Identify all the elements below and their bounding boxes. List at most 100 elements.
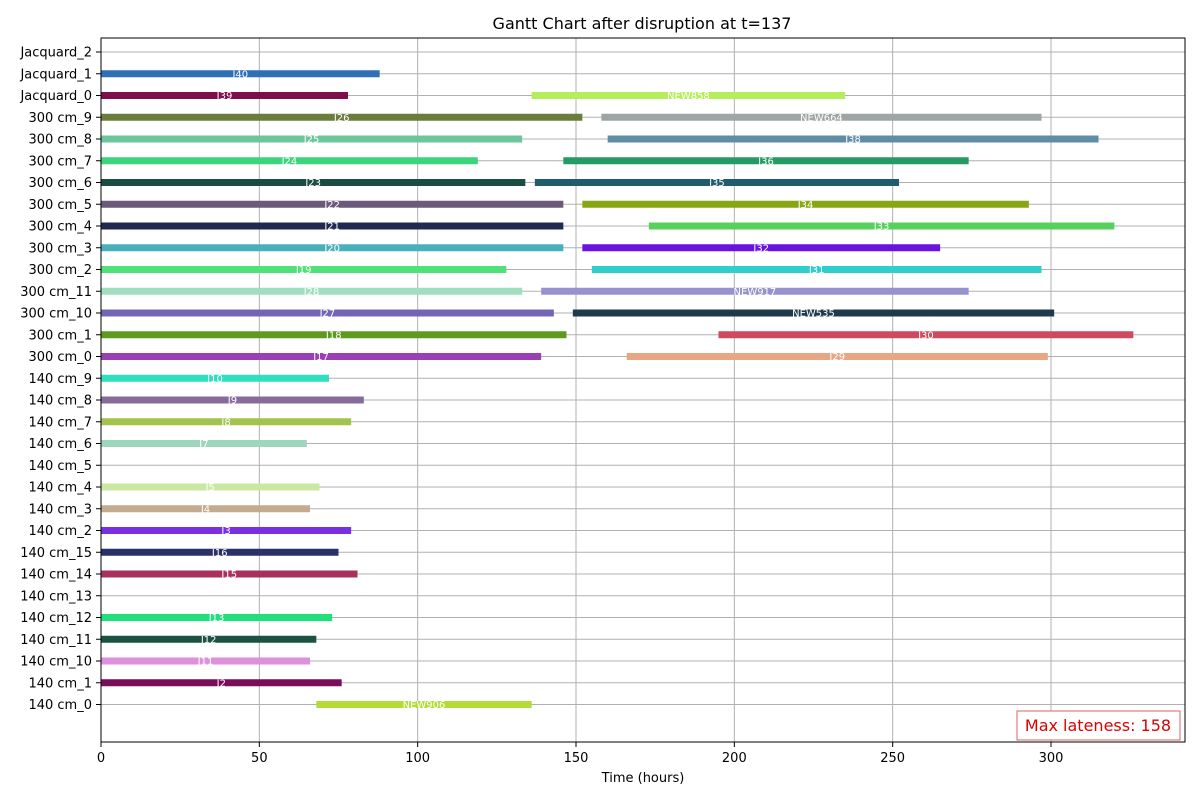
task-label: J27: [319, 309, 336, 320]
task-bar: [591, 266, 1042, 273]
task-bar: [626, 353, 1048, 360]
y-tick-label: 300 cm_5: [28, 198, 92, 213]
x-tick-label: 250: [880, 751, 905, 766]
y-tick-label: 140 cm_4: [28, 481, 92, 496]
task-bar: [718, 331, 1134, 339]
task-bar: [101, 396, 364, 404]
y-tick-layer: Jacquard_2 Jacquard_1 Jacquard_0 300 cm_9 30…: [19, 46, 101, 713]
task-label: NEW906: [403, 700, 446, 711]
task-bar: [101, 527, 352, 534]
max-lateness-label: Max lateness: 158: [1025, 716, 1171, 735]
y-tick-label: 300 cm_9: [28, 111, 92, 126]
task-bar: [101, 440, 307, 447]
y-tick-label: Jacquard_1: [19, 67, 92, 82]
task-label: J26: [333, 113, 350, 124]
task-bar: [101, 505, 310, 513]
y-tick-label: 140 cm_8: [28, 394, 92, 409]
task-bar: [101, 635, 317, 643]
task-bar: [541, 287, 969, 295]
task-bar: [101, 309, 554, 317]
task-bar: [101, 244, 564, 252]
task-bar: [101, 483, 320, 491]
task-bar: [648, 222, 1115, 230]
task-label: J18: [325, 330, 342, 341]
y-tick-label: 140 cm_13: [20, 589, 92, 604]
y-tick-label: 140 cm_10: [20, 655, 92, 670]
plot-frame: [100, 37, 1186, 743]
y-tick-label: Jacquard_2: [19, 46, 92, 61]
y-tick-label: 140 cm_3: [28, 502, 92, 517]
task-label: J39: [216, 91, 233, 102]
task-label: J12: [200, 635, 217, 646]
task-bar: [101, 92, 348, 99]
task-label: J10: [206, 374, 223, 385]
task-bar: [101, 353, 542, 360]
task-label: J5: [205, 483, 215, 494]
task-bar: [531, 92, 846, 99]
task-bar: [582, 244, 941, 252]
task-label: J7: [198, 439, 208, 450]
task-label: J15: [220, 570, 237, 581]
task-bar: [101, 179, 526, 186]
task-label: NEW917: [734, 287, 777, 298]
task-bar: [101, 113, 583, 121]
task-label: NEW664: [800, 113, 843, 124]
y-tick-label: 300 cm_10: [20, 307, 92, 322]
task-label: J20: [323, 243, 340, 254]
x-tick-label: 300: [1039, 751, 1064, 766]
task-label: NEW535: [792, 309, 835, 320]
task-label: J28: [303, 287, 320, 298]
task-label: J23: [304, 178, 321, 189]
task-label: J11: [197, 657, 214, 668]
task-bar: [316, 701, 532, 708]
y-tick-label: 300 cm_8: [28, 133, 92, 148]
y-tick-label: 300 cm_11: [20, 285, 92, 300]
task-label: J29: [828, 352, 845, 363]
task-label: J17: [312, 352, 329, 363]
task-bar: [101, 287, 523, 295]
y-tick-label: 140 cm_15: [20, 546, 92, 561]
y-tick-label: 140 cm_12: [20, 611, 92, 626]
task-bar: [607, 135, 1099, 143]
task-label: J32: [752, 243, 769, 254]
y-tick-label: 140 cm_7: [28, 415, 92, 430]
task-label: J16: [211, 548, 228, 559]
task-label: J13: [208, 613, 225, 624]
y-tick-label: 140 cm_2: [28, 524, 92, 539]
task-label: J30: [917, 330, 934, 341]
task-label: J33: [873, 222, 890, 233]
y-tick-label: 300 cm_0: [28, 350, 92, 365]
task-label: J21: [323, 222, 340, 233]
task-bar: [101, 70, 380, 78]
task-label: J34: [797, 200, 814, 211]
task-label: J24: [281, 156, 298, 167]
y-tick-label: 140 cm_1: [28, 676, 92, 691]
task-label: J38: [844, 135, 861, 146]
task-label: J19: [295, 265, 312, 276]
task-label: J40: [231, 69, 248, 80]
y-tick-label: 140 cm_14: [20, 568, 92, 583]
task-label: J4: [200, 504, 210, 515]
chart-title: Gantt Chart after disruption at t=137: [493, 14, 792, 33]
bars-layer: J40 J39 NEW858 J26 NEW664 J25 J38 J24 J36 J23 J35 J…: [101, 69, 1134, 711]
y-tick-label: 300 cm_6: [28, 176, 92, 191]
task-bar: [582, 200, 1029, 208]
max-lateness-box: Max lateness: 158: [1016, 710, 1181, 741]
task-bar: [101, 266, 507, 273]
x-tick-layer: 0 50 100 150 200 250 300: [97, 742, 1064, 766]
task-bar: [101, 200, 564, 208]
task-bar: [101, 548, 339, 556]
task-label: J9: [227, 396, 237, 407]
task-bar: [101, 374, 329, 382]
y-tick-label: 140 cm_6: [28, 437, 92, 452]
task-label: J2: [216, 678, 226, 689]
task-bar: [101, 614, 333, 621]
y-tick-label: 140 cm_5: [28, 459, 92, 474]
x-tick-label: 200: [722, 751, 747, 766]
task-label: J31: [808, 265, 825, 276]
task-label: J25: [303, 135, 320, 146]
task-label: J3: [220, 526, 230, 537]
task-bar: [101, 657, 310, 665]
task-label: J22: [323, 200, 340, 211]
